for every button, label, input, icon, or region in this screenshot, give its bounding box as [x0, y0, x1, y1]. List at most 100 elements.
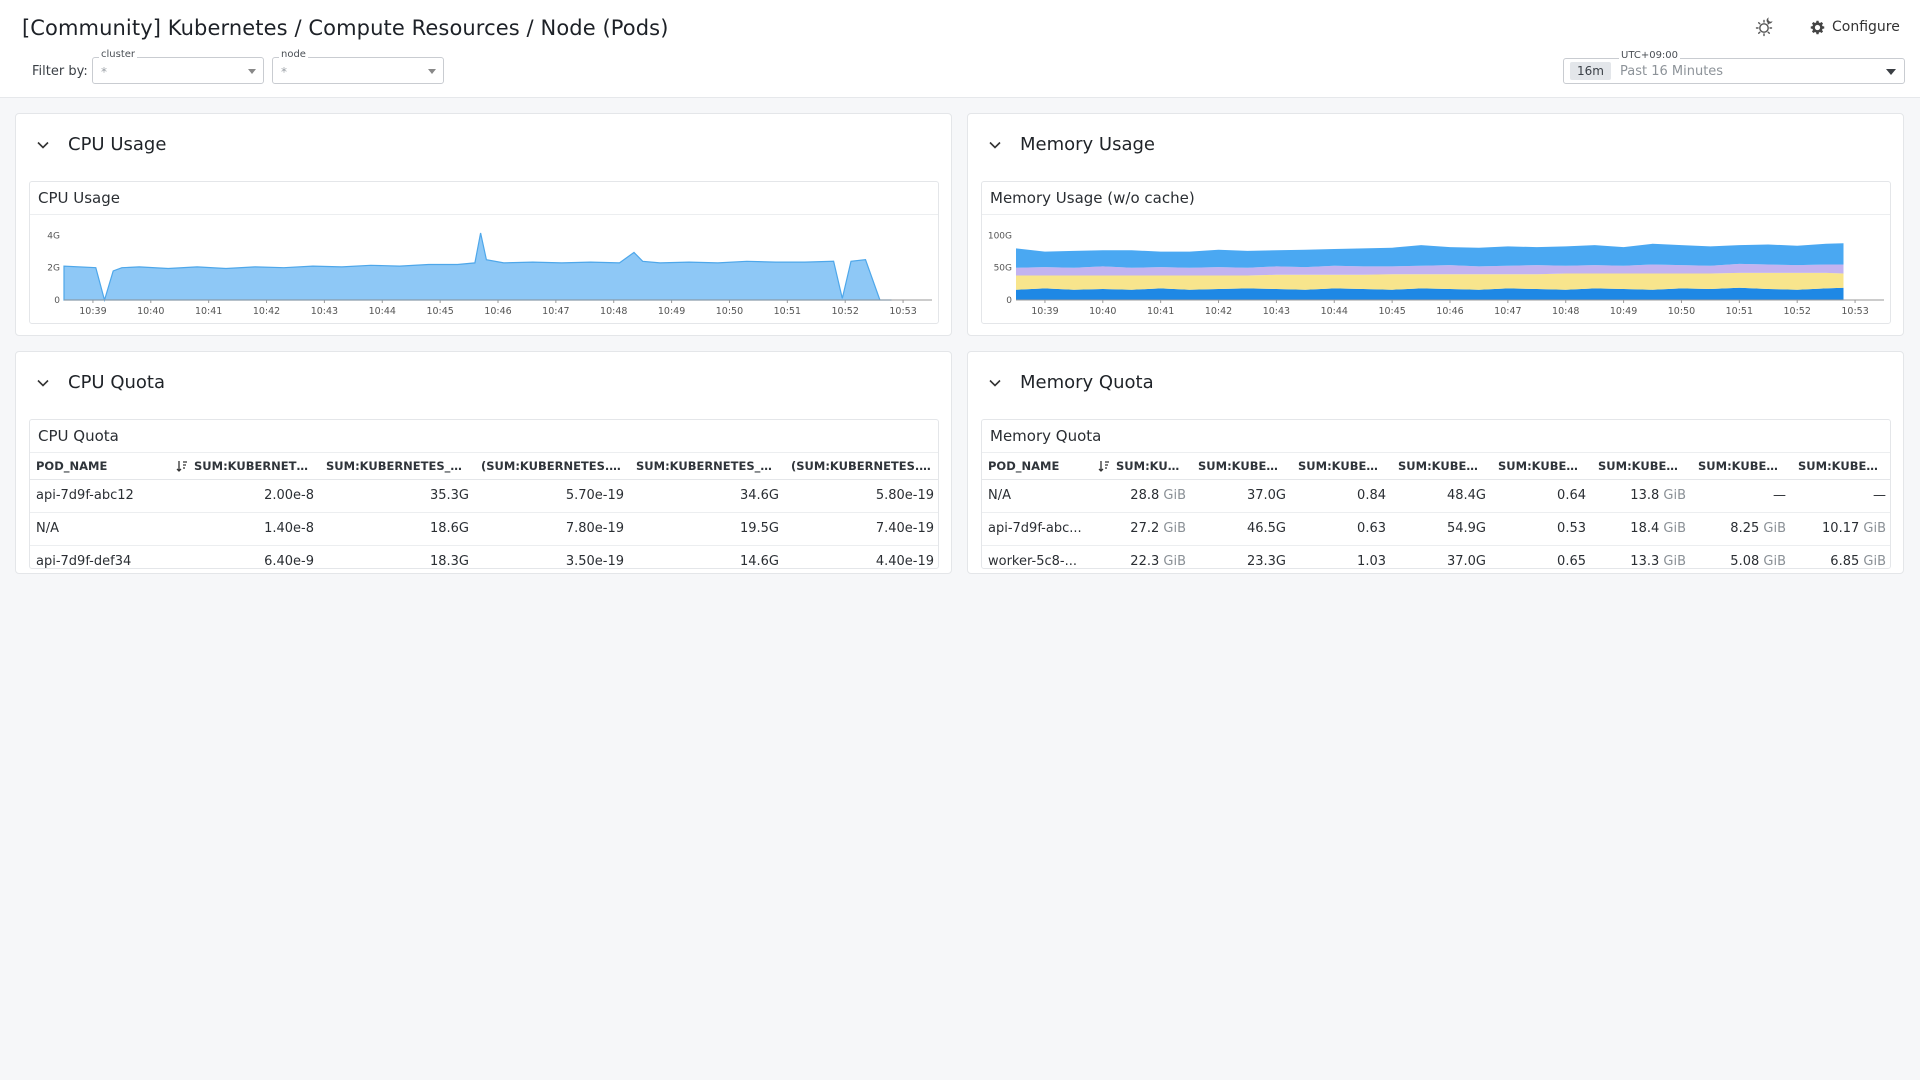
- column-header-pod-name[interactable]: POD_NAME: [982, 453, 1092, 480]
- table-cell: 28.8 GiB: [1092, 479, 1192, 513]
- cpu-quota-group-toggle[interactable]: CPU Quota: [36, 372, 165, 393]
- column-header[interactable]: (SUM:KUBERNETES.CP...: [475, 453, 630, 480]
- filter-by-label: Filter by:: [32, 64, 88, 79]
- y-tick-label: 2G: [47, 264, 60, 274]
- configure-label: Configure: [1832, 19, 1900, 35]
- column-header[interactable]: SUM:KUBER...: [1592, 453, 1692, 480]
- table-cell: 23.3G: [1192, 545, 1292, 568]
- chevron-down-icon: [248, 69, 256, 74]
- y-tick-label: 0: [1006, 296, 1012, 306]
- memory-usage-group-toggle[interactable]: Memory Usage: [988, 134, 1155, 155]
- column-header-pod-name[interactable]: POD_NAME: [30, 453, 170, 480]
- configure-button[interactable]: Configure: [1810, 19, 1900, 35]
- column-header[interactable]: SUM:KUBER...: [1392, 453, 1492, 480]
- widget-divider: [982, 214, 1890, 215]
- x-tick-label: 10:53: [1841, 306, 1868, 317]
- column-header[interactable]: (SUM:KUBERNETES.CP...: [785, 453, 938, 480]
- table-cell: 1.40e-8: [170, 512, 320, 546]
- cpu-usage-chart[interactable]: 0 2G 4G 10:39 10:40 10:41 10:42 10:43 10:44 10:45…: [30, 215, 938, 323]
- cell-value: 27.2: [1130, 521, 1160, 536]
- cell-unit: GiB: [1663, 488, 1686, 503]
- memory-quota-widget-title: Memory Quota: [990, 427, 1102, 445]
- time-range-picker[interactable]: UTC+09:00 16m Past 16 Minutes: [1563, 50, 1905, 84]
- x-tick-label: 10:50: [716, 306, 743, 317]
- memory-usage-chart[interactable]: 0 50G 100G 10:39 10:40 10:41 10:42 10:43 10:44 10…: [982, 215, 1890, 323]
- x-tick-label: 10:39: [1031, 306, 1058, 317]
- column-header[interactable]: SUM:KUBER...: [1492, 453, 1592, 480]
- table-cell: 46.5G: [1192, 512, 1292, 546]
- column-header[interactable]: SUM:KUBERNETES_STA...: [630, 453, 785, 480]
- x-tick-label: 10:52: [832, 306, 859, 317]
- sun-moon-icon[interactable]: [1754, 16, 1776, 38]
- cell-value: 0.64: [1557, 488, 1586, 503]
- memory-quota-group-toggle[interactable]: Memory Quota: [988, 372, 1154, 393]
- table-cell: 10.17 GiB: [1792, 512, 1890, 546]
- table-row[interactable]: api-7d9f-def34 6.40e-9 18.3G 3.50e-19 14.6G 4…: [30, 545, 938, 568]
- cpu-usage-group-title: CPU Usage: [68, 134, 167, 155]
- time-range-label: Past 16 Minutes: [1620, 64, 1724, 79]
- cell-value: —: [1773, 488, 1786, 503]
- column-header[interactable]: SUM:KUBER...: [1792, 453, 1890, 480]
- cell-value: 8.25: [1730, 521, 1760, 536]
- table-row[interactable]: api-7d9f-abc12 2.00e-8 35.3G 5.70e-19 34.6G 5…: [30, 479, 938, 513]
- y-tick-label: 50G: [994, 264, 1012, 274]
- column-header-label: SUM:KUBER...: [1198, 458, 1289, 473]
- column-header[interactable]: SUM:KUB...: [1092, 453, 1192, 480]
- table-row[interactable]: worker-5c8-... 22.3 GiB 23.3G 1.03 37.0G 0.65…: [982, 545, 1890, 569]
- table-row[interactable]: N/A 28.8 GiB 37.0G 0.84 48.4G 0.64 13.8 GiB — —: [982, 479, 1890, 513]
- table-cell: 8.25 GiB: [1692, 512, 1792, 546]
- cell-unit: GiB: [1663, 554, 1686, 569]
- cluster-filter-select[interactable]: cluster *: [92, 49, 264, 84]
- widget-divider: [30, 452, 938, 453]
- table-cell: 18.3G: [320, 545, 475, 568]
- column-header-label: SUM:KUBER...: [1398, 458, 1489, 473]
- column-header-label: SUM:KUBERNETES_STA...: [636, 458, 785, 473]
- cell-value: —: [1873, 488, 1886, 503]
- table-row[interactable]: N/A 1.40e-8 18.6G 7.80e-19 19.5G 7.40e-19: [30, 512, 938, 546]
- column-header[interactable]: SUM:KUBER...: [1192, 453, 1292, 480]
- table-cell: 7.80e-19: [475, 512, 630, 546]
- cell-value: 1.03: [1357, 554, 1386, 569]
- x-tick-label: 10:42: [253, 306, 280, 317]
- column-header[interactable]: SUM:KUBER...: [1692, 453, 1792, 480]
- cell-unit: GiB: [1163, 554, 1186, 569]
- sort-descending-icon: [176, 461, 187, 473]
- table-cell: 0.64: [1492, 479, 1592, 513]
- table-header-row: POD_NAME SUM:KUBERNETES.... SUM:KUBERNETES…: [30, 453, 938, 480]
- table-cell: 37.0G: [1192, 479, 1292, 513]
- table-cell: 27.2 GiB: [1092, 512, 1192, 546]
- column-header-label: SUM:KUBER...: [1698, 458, 1789, 473]
- x-tick-label: 10:51: [774, 306, 801, 317]
- table-cell: 48.4G: [1392, 479, 1492, 513]
- cpu-quota-widget: CPU Quota POD_NAME SUM:KUBERNETES.... SUM:…: [29, 419, 939, 569]
- memory-usage-group-title: Memory Usage: [1020, 134, 1156, 155]
- table-cell: 19.5G: [630, 512, 785, 546]
- cpu-usage-widget: CPU Usage 0 2G 4G 10:39 10:40 10:41 10:42 10:43…: [29, 181, 939, 324]
- chevron-down-icon: [989, 141, 1001, 149]
- memory-quota-widget: Memory Quota POD_NAME SUM:KUB... SUM:KUBER…: [981, 419, 1891, 569]
- cell-value: 46.5G: [1246, 521, 1286, 536]
- x-tick-label: 10:48: [600, 306, 627, 317]
- x-tick-label: 10:44: [369, 306, 396, 317]
- table-cell: 35.3G: [320, 479, 475, 513]
- node-filter-select[interactable]: node *: [272, 49, 444, 84]
- sort-descending-icon: [1098, 461, 1109, 473]
- x-tick-label: 10:42: [1205, 306, 1232, 317]
- pod-name-cell: N/A: [30, 512, 170, 546]
- table-cell: 5.70e-19: [475, 479, 630, 513]
- table-cell: 0.65: [1492, 545, 1592, 568]
- table-cell: —: [1792, 479, 1890, 513]
- column-header[interactable]: SUM:KUBERNETES_STA...: [320, 453, 475, 480]
- cpu-usage-group-toggle[interactable]: CPU Usage: [36, 134, 166, 155]
- dashboard-header: [Community] Kubernetes / Compute Resourc…: [0, 0, 1920, 98]
- cell-value: 5.08: [1730, 554, 1760, 569]
- pod-name-cell: api-7d9f-abc...: [982, 512, 1092, 546]
- column-header[interactable]: SUM:KUBER...: [1292, 453, 1392, 480]
- cell-unit: GiB: [1663, 521, 1686, 536]
- cell-unit: GiB: [1763, 554, 1786, 569]
- column-header-label: POD_NAME: [988, 458, 1060, 473]
- column-header[interactable]: SUM:KUBERNETES....: [170, 453, 320, 480]
- cell-value: api-7d9f-abc...: [988, 521, 1082, 536]
- widget-divider: [30, 214, 938, 215]
- table-row[interactable]: api-7d9f-abc... 27.2 GiB 46.5G 0.63 54.9G 0.5…: [982, 512, 1890, 546]
